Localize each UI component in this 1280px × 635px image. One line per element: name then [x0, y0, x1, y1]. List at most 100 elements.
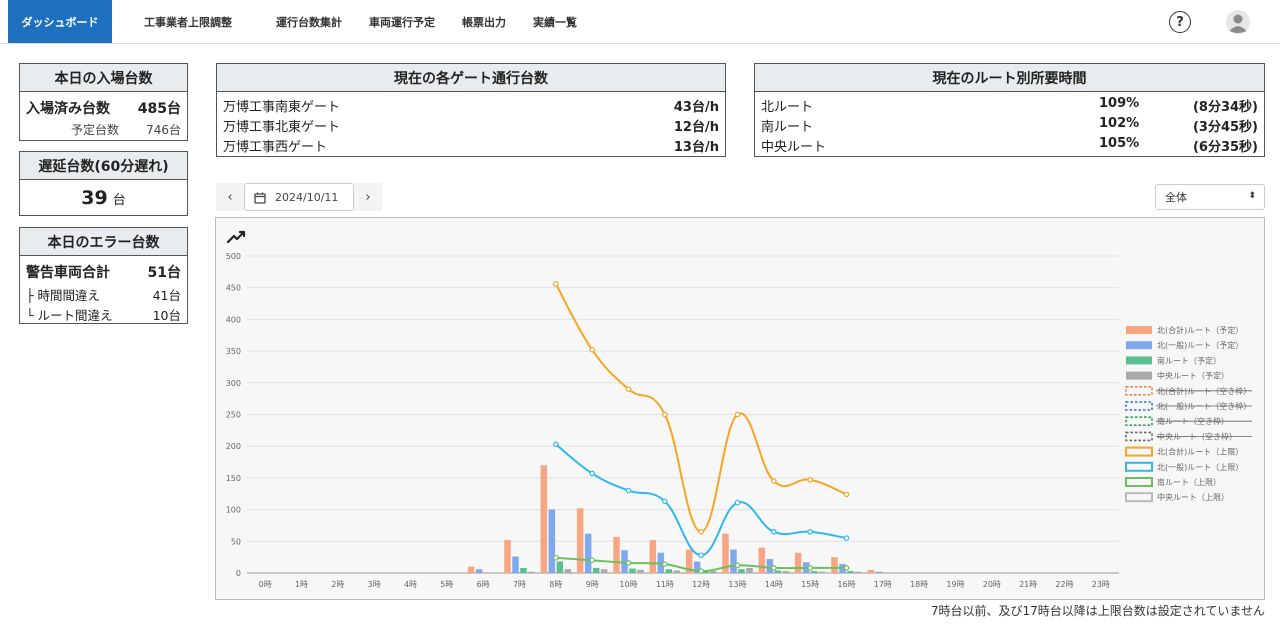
- route-name: 中央ルート: [761, 140, 827, 155]
- legend-swatch: [1126, 371, 1152, 380]
- route-name: 北ルート: [761, 100, 814, 115]
- line-point: [662, 411, 668, 418]
- gate-row: 万博工事西ゲート 13台/h: [223, 136, 719, 155]
- gate-value: 13台/h: [673, 140, 719, 155]
- x-tick-label: 18時: [910, 580, 928, 589]
- legend-label: 中央ルート（上限）: [1157, 492, 1229, 502]
- bar: [818, 571, 826, 573]
- bar: [875, 571, 883, 573]
- date-picker[interactable]: 2024/10/11: [244, 183, 354, 211]
- nav-report-output[interactable]: 帳票出力: [462, 15, 506, 29]
- next-day-button[interactable]: ›: [354, 183, 382, 211]
- warning-total-row: 警告車両合計 51台: [26, 262, 181, 282]
- y-tick-label: 250: [226, 411, 241, 420]
- x-tick-label: 2時: [331, 580, 344, 589]
- legend-label: 南ルート（予定）: [1157, 355, 1221, 365]
- line-point: [807, 528, 813, 535]
- route-filter-select[interactable]: 全体 ⬍: [1155, 184, 1265, 210]
- x-tick-label: 22時: [1055, 580, 1073, 589]
- bar: [556, 561, 564, 573]
- legend-swatch: [1125, 416, 1153, 426]
- route-time-panel: 現在のルート別所要時間 北ルート 109% (8分34秒) 南ルート 102% …: [754, 63, 1265, 157]
- bar: [730, 549, 737, 573]
- bar: [475, 569, 483, 573]
- bar: [782, 571, 790, 573]
- x-tick-label: 7時: [513, 580, 526, 589]
- legend-label: 北(合計)ルート（上限）: [1157, 447, 1243, 457]
- route-name: 南ルート: [761, 120, 814, 135]
- bar: [637, 569, 644, 573]
- y-tick-label: 450: [226, 284, 241, 293]
- y-tick-label: 350: [226, 347, 241, 356]
- nav-dashboard[interactable]: ダッシュボード: [8, 0, 112, 43]
- y-tick-label: 100: [226, 506, 241, 515]
- line-point: [771, 565, 777, 571]
- x-tick-label: 16時: [837, 580, 855, 589]
- entered-row: 入場済み台数 485台: [26, 98, 181, 118]
- delay-count-panel: 遅延台数(60分遅れ) 39 台: [19, 151, 188, 216]
- bar: [584, 533, 592, 573]
- bar: [467, 566, 475, 573]
- route-filter-value: 全体: [1165, 191, 1187, 204]
- help-icon[interactable]: ?: [1169, 11, 1191, 33]
- line-point: [807, 477, 813, 483]
- bar: [649, 540, 657, 573]
- gate-value: 43台/h: [673, 100, 719, 115]
- legend-swatch: [1126, 356, 1152, 365]
- bar: [520, 567, 527, 573]
- legend-label: 南ルート（上限）: [1157, 477, 1221, 487]
- y-tick-label: 400: [226, 315, 241, 324]
- line-point: [734, 411, 741, 418]
- gate-row: 万博工事北東ゲート 12台/h: [223, 116, 719, 135]
- line-point: [589, 557, 595, 564]
- line-point: [771, 528, 777, 535]
- caret-icon: ⬍: [1248, 191, 1256, 201]
- x-tick-label: 14時: [765, 580, 783, 589]
- nav-operation-count[interactable]: 運行台数集計: [276, 15, 342, 29]
- gate-value: 12台/h: [673, 120, 719, 135]
- nav-results-list[interactable]: 実績一覧: [533, 15, 577, 29]
- line-point: [734, 499, 741, 506]
- user-avatar-icon[interactable]: [1226, 10, 1250, 34]
- line-point: [734, 562, 741, 569]
- nav-contractor-limit[interactable]: 工事業者上限調整: [144, 15, 232, 29]
- legend-swatch: [1125, 431, 1153, 442]
- line-point: [771, 478, 777, 484]
- bar: [693, 561, 701, 573]
- bar: [774, 570, 782, 573]
- bar: [766, 559, 774, 573]
- line-point: [843, 535, 850, 541]
- trending-up-icon: [226, 230, 246, 244]
- line-point: [625, 487, 632, 494]
- chart-footnote: 7時台以前、及び17時台以降は上限台数は設定されていません: [930, 604, 1265, 618]
- bar: [867, 569, 875, 573]
- nav-vehicle-schedule[interactable]: 車両運行予定: [369, 15, 435, 29]
- line-point: [553, 281, 559, 287]
- bar: [758, 547, 766, 573]
- legend-label: 北(一般)ルート（予定）: [1157, 340, 1243, 350]
- bar: [564, 569, 572, 573]
- y-tick-label: 50: [231, 537, 241, 546]
- legend-swatch: [1125, 477, 1153, 487]
- route-duration: (3分45秒): [1192, 120, 1258, 135]
- x-tick-label: 15時: [801, 580, 819, 589]
- x-tick-label: 6時: [477, 580, 490, 589]
- planned-value: 746台: [146, 123, 181, 137]
- gate-name: 万博工事北東ゲート: [223, 120, 341, 135]
- x-tick-label: 0時: [259, 580, 272, 589]
- y-tick-label: 200: [226, 442, 241, 451]
- bar: [665, 569, 673, 573]
- bar: [738, 569, 745, 573]
- x-tick-label: 5時: [440, 580, 453, 589]
- prev-day-button[interactable]: ‹: [216, 183, 244, 211]
- entered-label: 入場済み台数: [26, 101, 110, 117]
- x-tick-label: 19時: [946, 580, 964, 589]
- bar: [613, 536, 620, 573]
- delay-count-unit: 台: [112, 193, 126, 208]
- chart-container: 0 50 100 150 200 250 300 350 400 450 500 0時 1時 2時 3時 4時…: [215, 217, 1265, 600]
- x-tick-label: 17時: [874, 580, 892, 589]
- line-point: [589, 347, 595, 353]
- y-tick-label: 0: [236, 569, 241, 578]
- series-line: [554, 283, 847, 533]
- line-point: [625, 560, 632, 566]
